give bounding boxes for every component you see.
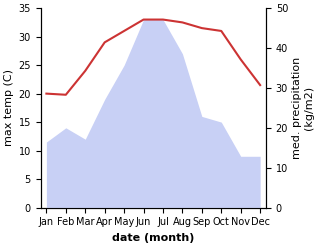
Y-axis label: max temp (C): max temp (C) [4, 69, 14, 146]
Y-axis label: med. precipitation
(kg/m2): med. precipitation (kg/m2) [292, 57, 314, 159]
X-axis label: date (month): date (month) [112, 233, 194, 243]
